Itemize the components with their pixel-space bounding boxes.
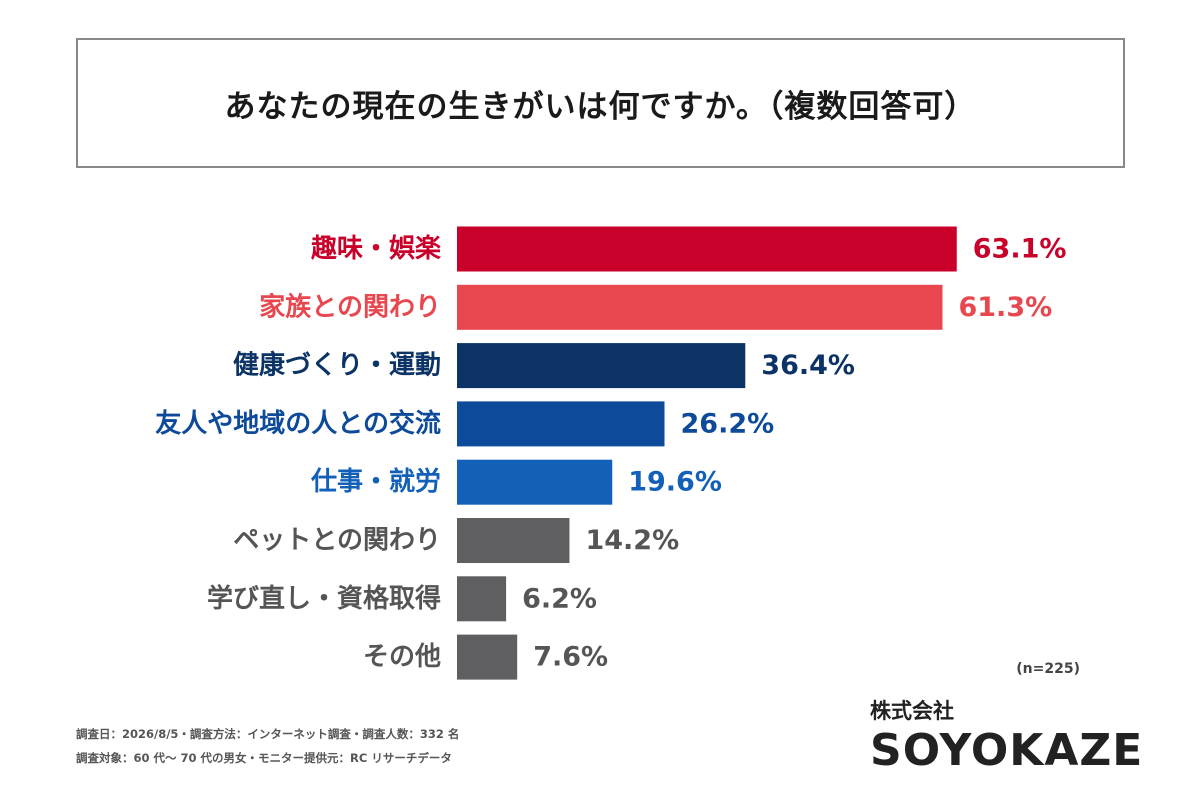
value-label-1: 63.1% <box>973 234 1067 265</box>
company-logo-prefix: 株式会社 <box>870 699 954 723</box>
company-logo-name: SOYOKAZE <box>870 725 1144 776</box>
category-label-7: 学び直し・資格取得 <box>207 583 441 614</box>
sample-size-label: (n=225) <box>1016 661 1080 677</box>
survey-note-target-source: 調査対象：60 代〜 70 代の男女・モニター提供元：RC リサーチデータ <box>76 751 452 765</box>
bar-1 <box>457 226 957 272</box>
value-label-2: 61.3% <box>958 292 1052 323</box>
category-label-1: 趣味・娯楽 <box>310 234 442 264</box>
bar-5 <box>457 459 613 505</box>
category-label-6: ペットとの関わり <box>233 526 441 556</box>
category-label-2: 家族との関わり <box>259 291 441 322</box>
chart-title: あなたの現在の生きがいは何ですか。（複数回答可） <box>224 88 977 125</box>
bar-8 <box>457 634 518 680</box>
category-label-4: 友人や地域の人との交流 <box>155 408 441 439</box>
bar-4 <box>457 401 665 447</box>
bar-7 <box>457 576 507 622</box>
value-label-6: 14.2% <box>585 525 679 556</box>
value-label-5: 19.6% <box>628 467 722 498</box>
company-logo: 株式会社 SOYOKAZE <box>870 695 1143 775</box>
category-label-8: その他 <box>363 642 441 672</box>
survey-notes: 調査日：2026/8/5・調査方法：インターネット調査・調査人数：332 名 調… <box>76 722 459 770</box>
survey-note-date-method: 調査日：2026/8/5・調査方法：インターネット調査・調査人数：332 名 <box>76 727 460 741</box>
value-label-7: 6.2% <box>522 583 597 614</box>
bar-6 <box>457 518 570 563</box>
title-box: あなたの現在の生きがいは何ですか。（複数回答可） <box>76 38 1125 168</box>
value-label-8: 7.6% <box>533 642 608 673</box>
category-label-3: 健康づくり・運動 <box>233 350 441 381</box>
bar-2 <box>457 284 943 330</box>
value-label-4: 26.2% <box>681 408 775 439</box>
category-label-5: 仕事・就労 <box>310 467 441 497</box>
value-label-3: 36.4% <box>761 350 855 381</box>
bar-3 <box>457 343 746 389</box>
